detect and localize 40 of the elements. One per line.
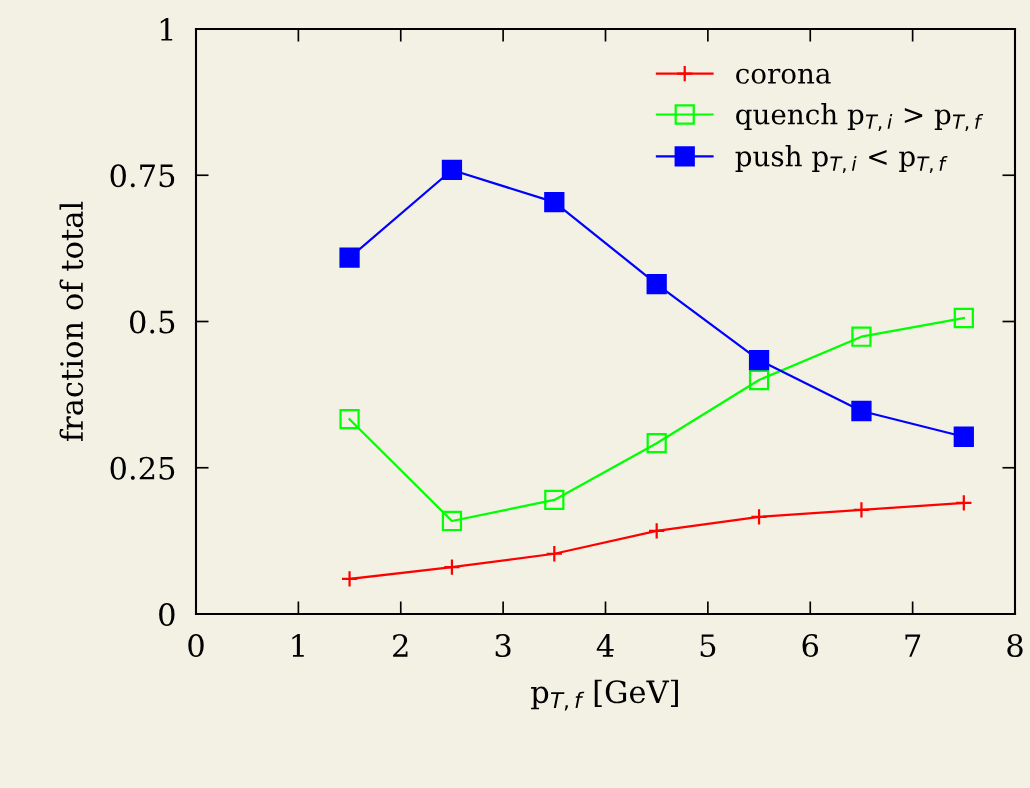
x-axis-title: p$_{T,f}$ [GeV] (531, 679, 678, 711)
legend-label: push p$_{T,i}$ < p$_{T,f}$ (735, 145, 948, 173)
point (646, 273, 667, 295)
point (646, 433, 667, 454)
point (339, 247, 360, 268)
point (340, 570, 359, 588)
point (748, 349, 770, 371)
point (953, 307, 974, 329)
point (443, 558, 461, 576)
point (955, 494, 973, 512)
x-tick-label: 2 (393, 633, 408, 657)
y-axis-title: fraction of total (59, 201, 84, 442)
y-tick-label: 0.25 (110, 456, 175, 480)
y-tick-label: 0 (159, 602, 175, 627)
x-tick-label: 5 (700, 634, 716, 658)
point (750, 508, 768, 526)
legend-label: corona (736, 68, 831, 84)
point (544, 489, 565, 511)
point (441, 510, 463, 532)
y-tick-label: 0.5 (129, 310, 175, 334)
point (441, 159, 463, 181)
y-tick-label: 0.75 (110, 164, 175, 188)
point (748, 369, 770, 391)
x-tick-label: 8 (1007, 633, 1023, 658)
y-tick-label: 1 (160, 17, 173, 41)
point (953, 426, 974, 447)
point (852, 501, 871, 519)
x-tick-label: 7 (905, 634, 921, 657)
point (339, 409, 360, 430)
x-tick-label: 0 (188, 633, 204, 658)
x-tick-label: 4 (596, 633, 614, 657)
point (647, 522, 666, 540)
point (851, 400, 872, 422)
x-tick-label: 1 (292, 633, 304, 657)
x-tick-label: 3 (495, 633, 511, 658)
point (851, 326, 872, 347)
x-tick-label: 6 (802, 633, 819, 658)
legend-label: quench p$_{T,i}$ > p$_{T,f}$ (736, 103, 984, 132)
point (544, 192, 565, 213)
point (545, 545, 564, 563)
